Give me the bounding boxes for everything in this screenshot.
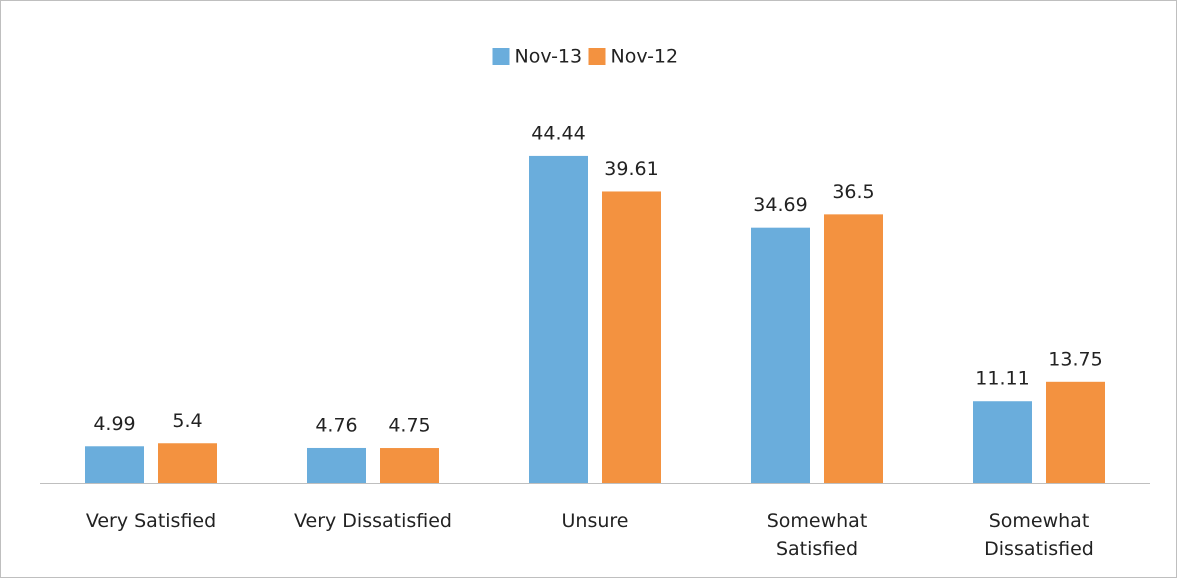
- data-label: 4.99: [93, 413, 135, 435]
- bar: [824, 214, 883, 484]
- legend-swatch: [588, 48, 606, 65]
- x-tick-label: Very Satisfied: [85, 510, 217, 532]
- legend-label: Nov-13: [515, 46, 583, 68]
- bar: [973, 401, 1032, 483]
- data-label: 44.44: [531, 122, 585, 144]
- legend-swatch: [492, 48, 510, 65]
- bar: [529, 155, 588, 483]
- bar: [307, 447, 366, 483]
- data-label: 11.11: [975, 368, 1029, 390]
- data-label: 5.4: [172, 410, 202, 432]
- data-label: 36.5: [832, 181, 874, 203]
- bar: [751, 227, 810, 483]
- legend-label: Nov-12: [611, 46, 679, 68]
- x-tick-label: Somewhat Dissatisfied: [984, 510, 1094, 560]
- bar: [158, 443, 217, 483]
- data-label: 39.61: [604, 158, 658, 180]
- bar: [85, 446, 144, 483]
- data-label: 4.76: [315, 414, 357, 436]
- data-label: 4.75: [388, 415, 430, 437]
- x-tick-label: Somewhat Satisfied: [766, 510, 868, 560]
- x-tick-label: Unsure: [561, 510, 629, 532]
- bar: [1046, 381, 1105, 483]
- bar: [602, 191, 661, 483]
- x-tick-label: Very Dissatisfied: [293, 510, 452, 532]
- bar: [380, 448, 439, 483]
- data-label: 34.69: [753, 194, 807, 216]
- data-label: 13.75: [1048, 348, 1102, 370]
